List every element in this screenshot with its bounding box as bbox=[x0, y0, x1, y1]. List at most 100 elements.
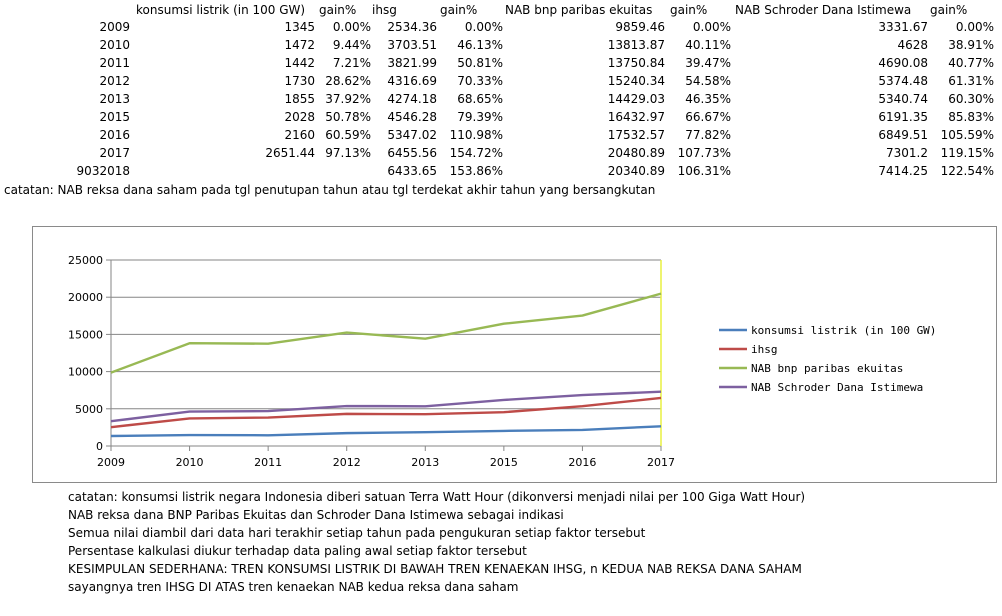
cell-ihsg: 6433.65 bbox=[387, 164, 437, 178]
cell-schroder: 4690.08 bbox=[878, 56, 928, 70]
cell-ihsg: 6455.56 bbox=[387, 146, 437, 160]
cell-bnp: 14429.03 bbox=[607, 92, 665, 106]
cell-gain-schroder: 60.30% bbox=[948, 92, 994, 106]
cell-gain-konsumsi: 97.13% bbox=[325, 146, 371, 160]
cell-year: 2011 bbox=[99, 56, 130, 70]
cell-schroder: 5374.48 bbox=[878, 74, 928, 88]
cell-ihsg: 3703.51 bbox=[387, 38, 437, 52]
cell-bnp: 20340.89 bbox=[607, 164, 665, 178]
cell-gain-ihsg: 153.86% bbox=[449, 164, 503, 178]
cell-gain-konsumsi: 60.59% bbox=[325, 128, 371, 142]
cell-konsumsi: 2651.44 bbox=[265, 146, 315, 160]
note-percentage: Persentase kalkulasi diukur terhadap dat… bbox=[68, 544, 527, 558]
cell-year: 2015 bbox=[99, 110, 130, 124]
cell-gain-bnp: 40.11% bbox=[685, 38, 731, 52]
cell-gain-schroder: 85.83% bbox=[948, 110, 994, 124]
cell-bnp: 15240.34 bbox=[607, 74, 665, 88]
cell-gain-schroder: 38.91% bbox=[948, 38, 994, 52]
cell-gain-bnp: 66.67% bbox=[685, 110, 731, 124]
cell-ihsg: 5347.02 bbox=[387, 128, 437, 142]
x-tick-label: 2016 bbox=[568, 456, 596, 469]
x-tick-label: 2015 bbox=[490, 456, 518, 469]
cell-bnp: 17532.57 bbox=[607, 128, 665, 142]
y-tick-label: 10000 bbox=[68, 366, 103, 379]
cell-year: 2012 bbox=[99, 74, 130, 88]
cell-ihsg: 2534.36 bbox=[387, 20, 437, 34]
cell-year: 9032018 bbox=[76, 164, 130, 178]
cell-schroder: 3331.67 bbox=[878, 20, 928, 34]
cell-gain-ihsg: 154.72% bbox=[449, 146, 503, 160]
cell-gain-ihsg: 68.65% bbox=[457, 92, 503, 106]
cell-bnp: 13750.84 bbox=[607, 56, 665, 70]
cell-gain-schroder: 119.15% bbox=[940, 146, 994, 160]
cell-ihsg: 4546.28 bbox=[387, 110, 437, 124]
hdr-gain4: gain% bbox=[930, 3, 968, 17]
y-tick-label: 5000 bbox=[75, 403, 103, 416]
cell-gain-schroder: 61.31% bbox=[948, 74, 994, 88]
table-note: catatan: NAB reksa dana saham pada tgl p… bbox=[4, 183, 656, 197]
cell-gain-schroder: 122.54% bbox=[940, 164, 994, 178]
cell-gain-schroder: 0.00% bbox=[955, 20, 994, 34]
cell-bnp: 13813.87 bbox=[607, 38, 665, 52]
note-trend: sayangnya tren IHSG DI ATAS tren kenaeka… bbox=[68, 580, 519, 594]
cell-year: 2017 bbox=[99, 146, 130, 160]
cell-year: 2013 bbox=[99, 92, 130, 106]
y-tick-label: 25000 bbox=[68, 254, 103, 267]
legend-label-1: konsumsi listrik (in 100 GW) bbox=[751, 324, 936, 337]
cell-gain-ihsg: 50.81% bbox=[457, 56, 503, 70]
cell-gain-bnp: 54.58% bbox=[685, 74, 731, 88]
cell-gain-bnp: 0.00% bbox=[692, 20, 731, 34]
cell-gain-konsumsi: 9.44% bbox=[332, 38, 371, 52]
cell-ihsg: 4274.18 bbox=[387, 92, 437, 106]
bottom-notes: catatan: konsumsi listrik negara Indones… bbox=[68, 488, 805, 596]
cell-konsumsi: 1730 bbox=[284, 74, 315, 88]
cell-gain-konsumsi: 0.00% bbox=[332, 20, 371, 34]
legend-label-2: ihsg bbox=[751, 343, 778, 356]
y-tick-label: 0 bbox=[96, 440, 103, 453]
hdr-bnp: NAB bnp paribas ekuitas bbox=[505, 3, 653, 17]
cell-gain-konsumsi: 28.62% bbox=[325, 74, 371, 88]
note-unit: catatan: konsumsi listrik negara Indones… bbox=[68, 490, 806, 504]
hdr-ihsg: ihsg bbox=[372, 3, 397, 17]
cell-schroder: 6849.51 bbox=[878, 128, 928, 142]
cell-schroder: 4628 bbox=[897, 38, 928, 52]
series-line-1 bbox=[110, 425, 662, 438]
legend-label-4: NAB Schroder Dana Istimewa bbox=[751, 381, 923, 394]
cell-gain-ihsg: 79.39% bbox=[457, 110, 503, 124]
cell-schroder: 5340.74 bbox=[878, 92, 928, 106]
cell-year: 2009 bbox=[99, 20, 130, 34]
note-indication: NAB reksa dana BNP Paribas Ekuitas dan S… bbox=[68, 508, 564, 522]
cell-gain-bnp: 106.31% bbox=[677, 164, 731, 178]
cell-konsumsi: 2160 bbox=[284, 128, 315, 142]
cell-bnp: 9859.46 bbox=[615, 20, 665, 34]
cell-gain-bnp: 39.47% bbox=[685, 56, 731, 70]
cell-konsumsi: 1442 bbox=[284, 56, 315, 70]
series-line-2 bbox=[110, 396, 662, 429]
line-chart: 0 5000 10000 15000 20000 25000 2009 2010 2011 201… bbox=[68, 254, 936, 469]
cell-schroder: 7301.2 bbox=[886, 146, 928, 160]
note-values: Semua nilai diambil dari data hari terak… bbox=[68, 526, 646, 540]
cell-gain-konsumsi: 50.78% bbox=[325, 110, 371, 124]
cell-gain-ihsg: 70.33% bbox=[457, 74, 503, 88]
cell-schroder: 7414.25 bbox=[878, 164, 928, 178]
cell-gain-bnp: 77.82% bbox=[685, 128, 731, 142]
x-tick-label: 2017 bbox=[647, 456, 675, 469]
cell-ihsg: 3821.99 bbox=[387, 56, 437, 70]
cell-schroder: 6191.35 bbox=[878, 110, 928, 124]
y-tick-label: 15000 bbox=[68, 328, 103, 341]
series-line-3 bbox=[110, 292, 662, 374]
cell-bnp: 20480.89 bbox=[607, 146, 665, 160]
cell-konsumsi: 1345 bbox=[284, 20, 315, 34]
hdr-gain1: gain% bbox=[319, 3, 357, 17]
hdr-schroder: NAB Schroder Dana Istimewa bbox=[735, 3, 912, 17]
y-tick-label: 20000 bbox=[68, 291, 103, 304]
note-conclusion: KESIMPULAN SEDERHANA: TREN KONSUMSI LIST… bbox=[68, 562, 802, 576]
cell-gain-schroder: 40.77% bbox=[948, 56, 994, 70]
cell-gain-schroder: 105.59% bbox=[940, 128, 994, 142]
cell-ihsg: 4316.69 bbox=[387, 74, 437, 88]
series-line-4 bbox=[110, 390, 662, 423]
cell-bnp: 16432.97 bbox=[607, 110, 665, 124]
legend-label-3: NAB bnp paribas ekuitas bbox=[751, 362, 903, 375]
cell-konsumsi: 1855 bbox=[284, 92, 315, 106]
cell-gain-bnp: 46.35% bbox=[685, 92, 731, 106]
